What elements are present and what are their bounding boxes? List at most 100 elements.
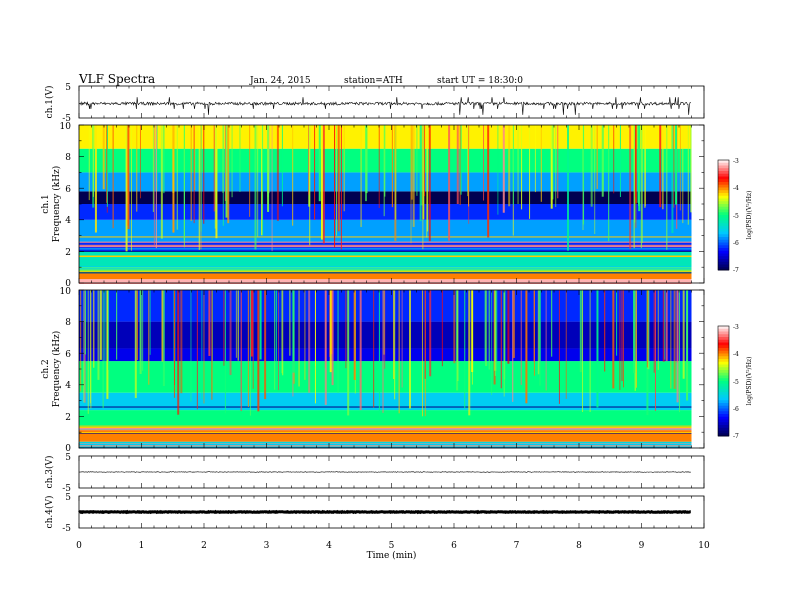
spectrogram-streak xyxy=(254,125,257,250)
spectrogram-streak xyxy=(583,125,585,225)
spectrogram-streak xyxy=(99,290,102,360)
spectrogram-streak xyxy=(453,290,456,364)
date-label: Jan. 24, 2015 xyxy=(249,76,311,86)
spectrogram-streak xyxy=(422,125,424,220)
colorbar-cell xyxy=(718,328,729,332)
spectrogram-streak xyxy=(555,125,557,208)
spectrogram-streak xyxy=(429,290,432,377)
spectrogram-streak xyxy=(309,125,311,246)
spectrogram-streak xyxy=(613,125,615,194)
spectrogram-streak xyxy=(106,290,109,399)
spectrogram-band-4 xyxy=(79,361,692,393)
colorbar-cell xyxy=(718,198,729,202)
spectrogram-band-1 xyxy=(79,273,692,280)
spectrogram-streak xyxy=(173,290,175,398)
spectrogram-streak xyxy=(275,290,277,374)
spectrogram-streak xyxy=(257,125,259,237)
spectrogram-streak xyxy=(464,290,466,409)
ch1-waveform-ylabel: ch.1(V) xyxy=(44,86,55,119)
spectrogram-streak xyxy=(88,125,90,201)
spectrogram-streak xyxy=(485,290,488,367)
spectrogram-streak xyxy=(84,290,86,355)
spec1-ytick-4: 4 xyxy=(65,216,71,226)
spectrogram-line xyxy=(79,268,692,270)
spectrogram-streak xyxy=(557,125,559,199)
spectrogram-streak xyxy=(227,125,230,224)
spectrogram-streak xyxy=(582,290,584,412)
spectrogram-streak xyxy=(426,125,428,238)
spectrogram-streak xyxy=(629,125,632,250)
spectrogram-streak xyxy=(249,290,251,416)
spectrogram-streak xyxy=(456,125,459,205)
waveform-line xyxy=(79,471,691,473)
spectrogram-streak xyxy=(491,290,493,395)
spectrogram-streak xyxy=(641,125,643,244)
spectrogram-streak xyxy=(337,290,339,393)
spectrogram-line xyxy=(79,429,692,431)
spectrogram-streak xyxy=(152,125,154,212)
colorbar-cell xyxy=(718,348,729,352)
colorbar-cell xyxy=(718,228,729,232)
spectrogram-streak xyxy=(201,290,203,400)
colorbar-cell xyxy=(718,250,729,254)
spectrogram-streak xyxy=(538,290,541,386)
spectrogram-streak xyxy=(412,125,415,227)
spectrogram-streak xyxy=(142,290,144,371)
spectrogram-line xyxy=(79,250,692,252)
spec2-ytick-10: 10 xyxy=(60,287,72,297)
colorbar-cell xyxy=(718,267,729,271)
spectrogram-streak xyxy=(198,125,200,250)
spectrogram-streak xyxy=(673,290,676,389)
spectrogram-streak xyxy=(512,290,514,402)
xtick-0: 0 xyxy=(76,541,82,551)
spectrogram-streak xyxy=(353,290,356,380)
spectrogram-band-2 xyxy=(79,267,692,274)
spectrogram-streak xyxy=(378,290,380,416)
spectrogram-streak xyxy=(424,290,426,379)
ch1-spectrogram-channel-label: ch.1 xyxy=(41,194,51,213)
xtick-2: 2 xyxy=(201,541,207,551)
spectrogram-streak xyxy=(324,290,327,405)
spectrogram-streak xyxy=(448,125,451,241)
colorbar-cell xyxy=(718,209,729,213)
spectrogram-streak xyxy=(483,125,485,201)
spectrogram-streak xyxy=(460,125,462,195)
colorbar-cell xyxy=(718,405,729,409)
spectrogram-streak xyxy=(441,290,443,367)
spec1-ytick-8: 8 xyxy=(65,153,71,163)
spectrogram-streak xyxy=(125,125,128,252)
ch2-colorbar-frame xyxy=(717,325,730,437)
spectrogram-streak xyxy=(203,290,205,404)
spectrogram-band-5 xyxy=(79,219,692,242)
colorbar-cell xyxy=(718,400,729,404)
spectrogram-streak xyxy=(250,290,253,357)
spectrogram-streak xyxy=(264,290,267,400)
spectrogram-line xyxy=(79,282,692,284)
spectrogram-streak xyxy=(224,125,226,201)
colorbar-cell xyxy=(718,326,729,330)
spectrogram-streak xyxy=(687,125,689,225)
spectrogram-streak xyxy=(281,125,283,207)
spectrogram-streak xyxy=(161,290,164,362)
spectrogram-line xyxy=(79,445,692,447)
spectrogram-streak xyxy=(196,290,198,410)
spectrogram-line xyxy=(79,427,692,429)
spectrogram-streak xyxy=(644,125,646,207)
colorbar-cell xyxy=(718,345,729,349)
spectrogram-streak xyxy=(533,290,535,376)
spectrogram-band-3 xyxy=(79,392,692,411)
spectrogram-streak xyxy=(225,125,228,218)
spectrogram-streak xyxy=(231,125,233,198)
spectrogram-streak xyxy=(267,125,270,212)
colorbar-cell xyxy=(718,193,729,197)
cbar1-tick-m7: -7 xyxy=(733,267,739,274)
spectrogram-streak xyxy=(537,290,540,375)
spectrogram-streak xyxy=(223,290,225,366)
colorbar-cell xyxy=(718,408,729,412)
ch4-ytick-top: 5 xyxy=(65,493,71,503)
colorbar-cell xyxy=(718,386,729,390)
ch2-spectrogram xyxy=(79,290,704,449)
colorbar-cell xyxy=(718,184,729,188)
spectrogram-streak xyxy=(565,290,567,399)
spectrogram-line xyxy=(79,244,692,246)
